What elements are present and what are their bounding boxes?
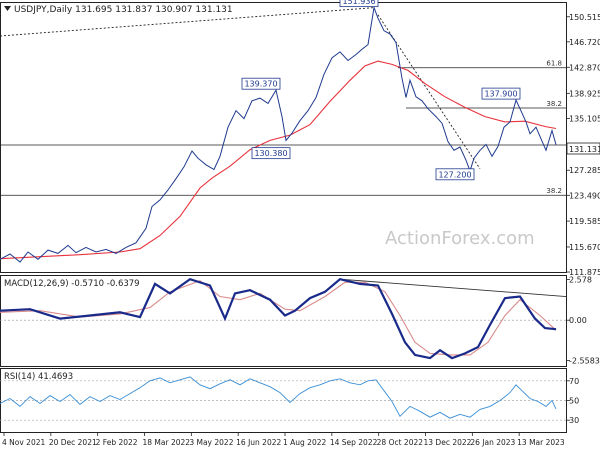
- dotted-trendline: [377, 14, 481, 170]
- price-tick-label: 146.720: [569, 38, 600, 47]
- rsi-line: [0, 376, 557, 419]
- annotation-box: [339, 0, 379, 8]
- annotation-label: 127.200: [438, 170, 471, 179]
- macd-axis: 2.578 0.00 -2.5583: [0, 276, 600, 366]
- time-tick-label: 18 Mar 2022: [143, 438, 191, 447]
- time-tick-label: 13 Dec 2022: [424, 438, 472, 447]
- price-tick-label: 127.285: [569, 166, 600, 175]
- price-title: USDJPY,Daily 131.695 131.837 130.907 131…: [14, 5, 233, 15]
- annotation-box: [241, 77, 281, 90]
- time-tick-label: 4 Nov 2021: [2, 438, 45, 447]
- time-tick-label: 1 Aug 2022: [283, 438, 326, 447]
- horizontal-levels: 61.8 38.2 38.2: [0, 60, 566, 196]
- macd-tick-label: 2.578: [569, 276, 592, 285]
- price-tick-label: 115.670: [569, 243, 600, 252]
- macd-signal-line: [0, 280, 557, 356]
- macd-tick-label: 0.00: [569, 316, 587, 325]
- current-price-label: 131.131: [569, 145, 600, 154]
- price-series: [0, 5, 557, 263]
- macd-line: [0, 277, 557, 360]
- annotation-box: [251, 147, 291, 160]
- price-pane: USDJPY,Daily 131.695 131.837 130.907 131…: [0, 0, 600, 277]
- time-tick-label: 3 May 2022: [189, 438, 233, 447]
- dropdown-triangle-icon[interactable]: [4, 6, 11, 11]
- macd-pane-frame: [0, 275, 567, 367]
- rsi-tick-label: 30: [569, 416, 579, 425]
- time-tick-label: 20 Dec 2021: [49, 438, 97, 447]
- time-tick-label: 13 Mar 2023: [517, 438, 565, 447]
- moving-average-line: [0, 60, 557, 260]
- rsi-pane: RSI(14) 41.4693 70 50 30: [0, 368, 579, 433]
- annotation-label: 130.380: [254, 149, 287, 158]
- rsi-tick-label: 70: [569, 377, 579, 386]
- annotation-box: [435, 168, 475, 181]
- annotation-label: 151.936: [342, 0, 375, 6]
- price-pane-frame: [0, 2, 567, 273]
- current-price-marker: 131.131: [566, 142, 600, 155]
- watermark: ActionForex.com: [385, 228, 535, 249]
- price-tick-label: 138.925: [569, 89, 600, 98]
- level-label: 38.2: [546, 100, 562, 108]
- dotted-trendline: [0, 7, 375, 37]
- time-tick-label: 2 Feb 2022: [96, 438, 138, 447]
- price-tick-label: 142.870: [569, 63, 600, 72]
- macd-title: MACD(12,26,9) -0.5710 -0.6379: [4, 279, 140, 289]
- time-tick-label: 14 Sep 2022: [330, 438, 378, 447]
- price-tick-label: 119.585: [569, 217, 600, 226]
- rsi-axis: 70 50 30: [0, 377, 579, 425]
- macd-pane: MACD(12,26,9) -0.5710 -0.6379 2.578 0.00 -…: [0, 275, 600, 367]
- time-tick-label: 26 Jan 2023: [470, 438, 515, 447]
- macd-trendline: [339, 278, 567, 297]
- price-annotations: 151.936 139.370 130.380 137.900 127.200: [241, 0, 521, 181]
- price-tick-label: 123.490: [569, 191, 600, 200]
- price-tick-label: 150.515: [569, 13, 600, 22]
- time-tick-label: 28 Oct 2022: [377, 438, 424, 447]
- trendlines: [0, 7, 481, 170]
- current-price-box: [566, 142, 600, 155]
- rsi-tick-label: 50: [569, 397, 579, 406]
- level-label: 61.8: [546, 60, 562, 68]
- annotation-label: 137.900: [484, 90, 517, 99]
- annotation-label: 139.370: [244, 80, 277, 89]
- price-tick-label: 111.875: [569, 268, 600, 277]
- time-tick-label: 16 Jun 2022: [236, 438, 281, 447]
- level-label: 38.2: [546, 187, 562, 195]
- macd-tick-label: -2.5583: [569, 357, 600, 366]
- annotation-box: [481, 87, 521, 100]
- rsi-title: RSI(14) 41.4693: [4, 372, 73, 382]
- price-axis: 150.515 146.720 142.870 138.925 135.105 127.2…: [566, 13, 600, 277]
- price-tick-label: 135.105: [569, 115, 600, 124]
